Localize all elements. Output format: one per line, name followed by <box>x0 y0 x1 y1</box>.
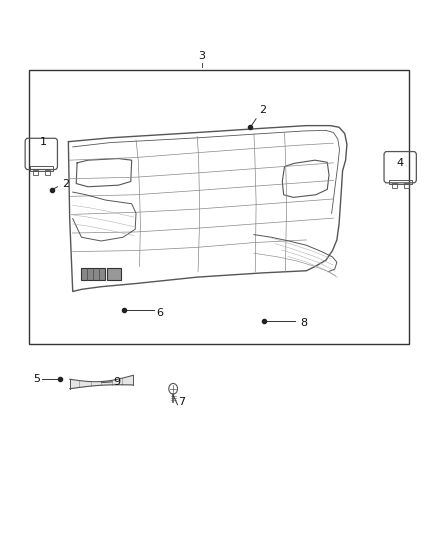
Text: 9: 9 <box>113 377 120 387</box>
Bar <box>81 268 105 280</box>
Text: 2: 2 <box>62 179 69 189</box>
Text: 1: 1 <box>40 136 47 147</box>
Bar <box>392 183 397 188</box>
Bar <box>45 170 49 175</box>
Text: 7: 7 <box>178 397 185 407</box>
Text: 5: 5 <box>33 374 40 384</box>
Bar <box>404 183 409 188</box>
Bar <box>29 70 409 344</box>
Text: 4: 4 <box>397 158 404 168</box>
Bar <box>389 180 412 184</box>
Bar <box>107 268 121 280</box>
Text: 3: 3 <box>198 51 205 61</box>
Text: 2: 2 <box>259 104 266 115</box>
Text: 6: 6 <box>156 308 163 318</box>
Bar <box>33 170 38 175</box>
Text: 8: 8 <box>300 318 308 328</box>
Bar <box>30 166 53 171</box>
